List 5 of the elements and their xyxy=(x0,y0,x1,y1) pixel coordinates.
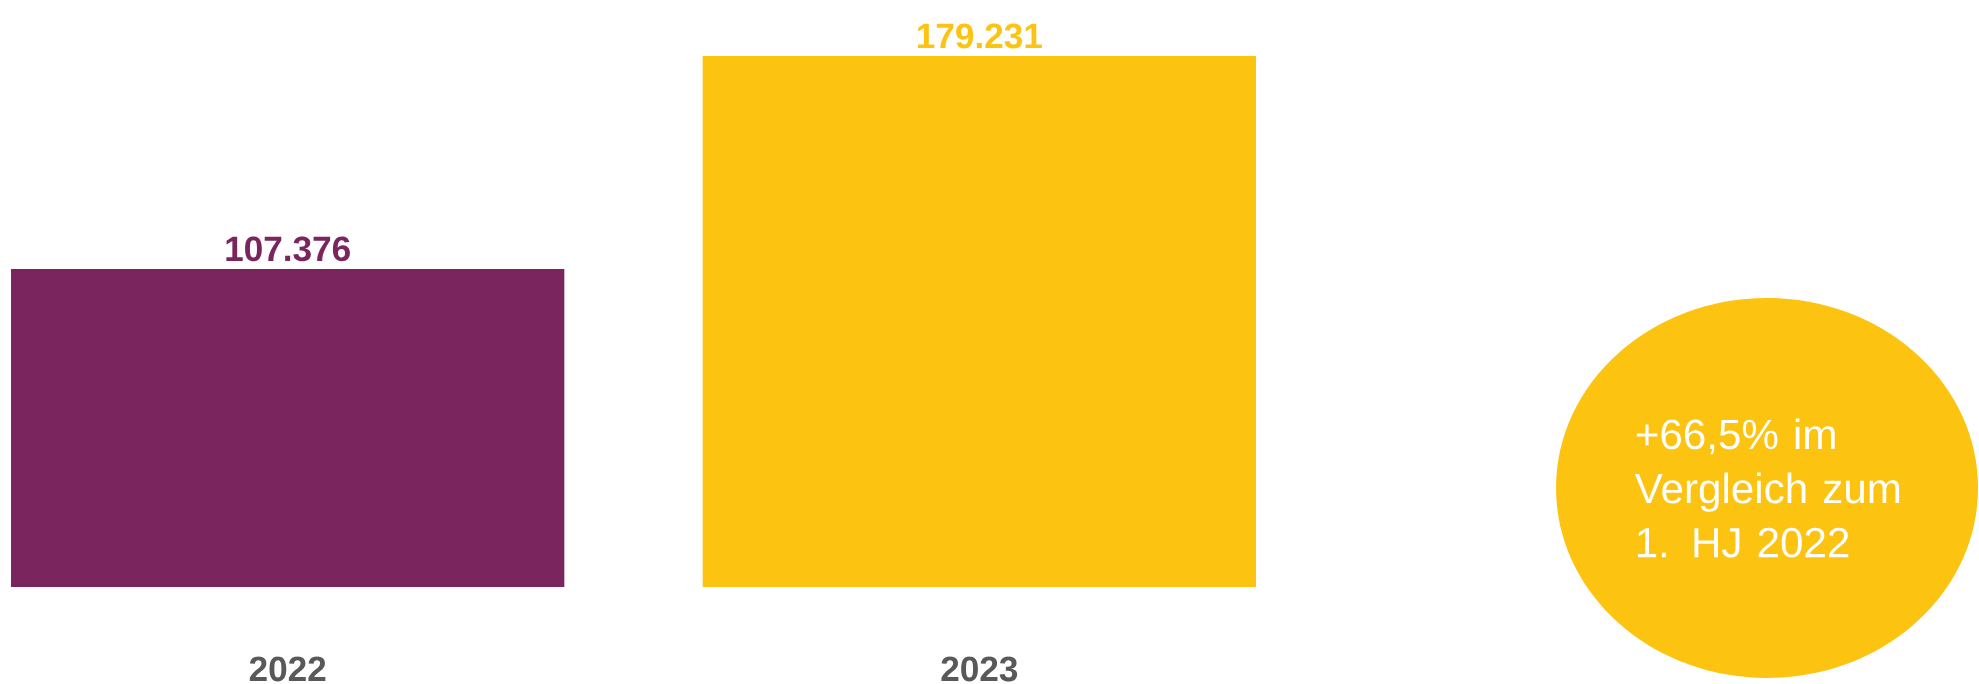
data-label: 107.376 xyxy=(226,236,350,262)
x-tick-label: 2023 xyxy=(941,656,1018,682)
data-label: 179.231 xyxy=(918,23,1042,49)
x-tick-label: 2022 xyxy=(249,656,326,682)
text: +66,5% im Vergleich zum 1. HJ 2022 xyxy=(1634,418,1900,558)
